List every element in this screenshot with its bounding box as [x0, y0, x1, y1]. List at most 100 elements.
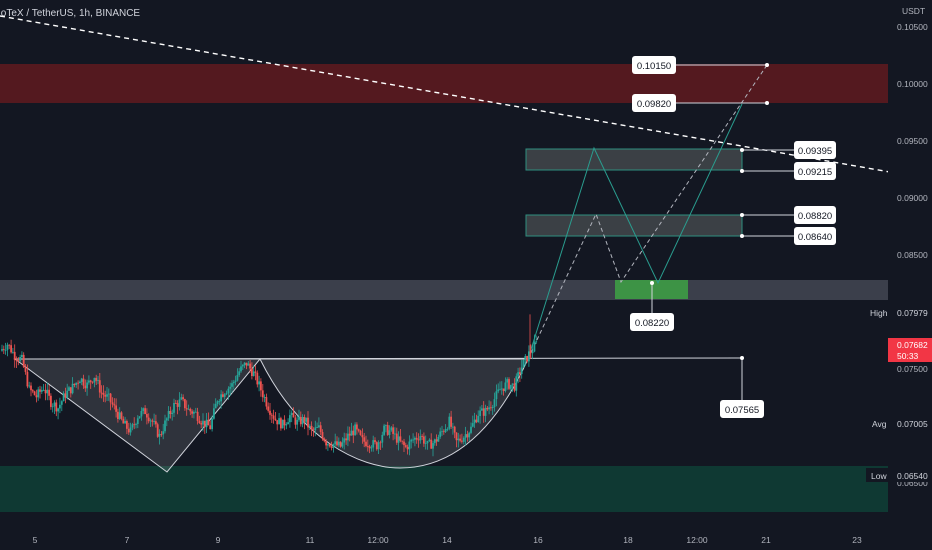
candle-body — [426, 441, 429, 444]
candle-body — [205, 419, 208, 428]
candle-body — [392, 427, 394, 434]
candle-body — [403, 441, 405, 446]
candle-body — [345, 438, 347, 441]
support-band-zone — [0, 280, 888, 300]
candle-body — [104, 394, 107, 397]
candle-body — [225, 393, 228, 395]
candle-body — [432, 443, 434, 449]
candle-body — [44, 389, 47, 394]
candle-body — [435, 439, 438, 442]
candle-body — [303, 417, 306, 422]
candle-body — [158, 434, 161, 437]
candle-body — [359, 430, 362, 435]
candle-body — [231, 383, 233, 387]
candle-body — [135, 424, 137, 425]
time-axis[interactable]: 5 7 9 11 12:00 14 16 18 12:00 21 23 — [0, 528, 888, 550]
candle-body — [352, 430, 355, 436]
time-tick-8: 12:00 — [686, 535, 708, 545]
candle-body — [229, 386, 232, 389]
candle-body — [461, 440, 463, 442]
candle-body — [211, 418, 213, 430]
candle-body — [395, 433, 398, 443]
candle-body — [410, 439, 413, 442]
candle-body — [176, 403, 179, 407]
candle-body — [361, 434, 364, 438]
high-value: 0.07979 — [897, 308, 928, 318]
candle-body — [124, 421, 126, 424]
candle-body — [385, 425, 387, 426]
candle-body — [290, 412, 293, 415]
candle-body — [222, 394, 224, 397]
candle-body — [377, 442, 380, 450]
candle-body — [414, 437, 416, 440]
candle-body — [155, 421, 157, 425]
candle-body — [486, 407, 489, 410]
price-axis[interactable]: USDT 0.10500 0.10000 0.09500 0.09000 0.08500… — [866, 0, 932, 550]
candle-body — [223, 394, 226, 397]
candle-body — [415, 437, 418, 440]
candle-body — [444, 429, 447, 432]
demand-zone — [0, 466, 888, 512]
candle-body — [368, 446, 371, 449]
time-tick-4: 12:00 — [367, 535, 389, 545]
candle-body — [316, 427, 318, 428]
candle-body — [147, 417, 150, 422]
candle-body — [95, 377, 98, 381]
candle-body — [356, 424, 358, 430]
low-value: 0.06540 — [897, 471, 928, 481]
candle-body — [60, 401, 63, 405]
candle-body — [475, 419, 478, 423]
candle-body — [256, 372, 259, 385]
candle-body — [127, 428, 130, 433]
candle-body — [89, 380, 92, 382]
candle-body — [254, 371, 257, 373]
candle-body — [220, 394, 222, 402]
candle-body — [381, 434, 384, 443]
candle-body — [17, 360, 20, 362]
price-tick-2: 0.09500 — [897, 136, 928, 146]
time-tick-9: 21 — [761, 535, 771, 545]
candle-body — [8, 344, 11, 346]
candle-body — [30, 385, 32, 391]
candle-body — [1, 349, 3, 351]
candle-body — [399, 436, 402, 441]
candle-body — [394, 433, 396, 435]
candle-body — [321, 432, 324, 439]
candle-body — [160, 434, 163, 435]
price-axis-currency: USDT — [902, 6, 925, 16]
candle-body — [357, 429, 360, 431]
candle-body — [194, 411, 197, 413]
candle-body — [51, 406, 54, 408]
candle-body — [173, 403, 175, 413]
candle-body — [337, 441, 340, 446]
candle-body — [448, 416, 451, 429]
candle-body — [526, 356, 528, 362]
candle-body — [334, 441, 337, 445]
candle-body — [106, 394, 108, 397]
candle-body — [462, 437, 465, 442]
candle-body — [408, 441, 411, 450]
candle-body — [93, 377, 96, 383]
candle-body — [439, 431, 442, 437]
candle-body — [366, 446, 369, 447]
candle-body — [260, 381, 262, 391]
candle-body — [86, 382, 88, 389]
candle-body — [401, 440, 404, 442]
candle-body — [202, 420, 204, 425]
candle-body — [511, 383, 514, 385]
candle-body — [40, 390, 43, 392]
candle-body — [450, 416, 452, 427]
candle-body — [251, 368, 253, 376]
candle-body — [203, 420, 206, 428]
candle-body — [187, 408, 190, 410]
candle-body — [452, 426, 454, 428]
candle-body — [318, 425, 320, 428]
candle-body — [138, 416, 141, 419]
candle-body — [79, 381, 81, 384]
upper-target-zone — [525, 148, 743, 171]
candle-body — [388, 430, 391, 435]
candle-body — [15, 359, 18, 361]
candle-body — [214, 403, 217, 409]
candle-body — [522, 360, 525, 368]
